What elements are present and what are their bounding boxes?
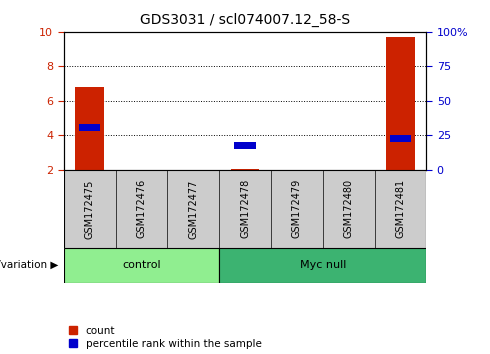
Bar xyxy=(75,87,104,170)
Text: GSM172476: GSM172476 xyxy=(136,179,147,239)
Bar xyxy=(64,248,219,283)
Bar xyxy=(390,135,411,142)
Legend: count, percentile rank within the sample: count, percentile rank within the sample xyxy=(69,326,262,349)
Bar xyxy=(219,248,426,283)
Text: GSM172478: GSM172478 xyxy=(240,179,250,239)
Title: GDS3031 / scl074007.12_58-S: GDS3031 / scl074007.12_58-S xyxy=(140,12,350,27)
Bar xyxy=(231,169,259,170)
Text: GSM172475: GSM172475 xyxy=(85,179,95,239)
Bar xyxy=(386,37,415,170)
Text: genotype/variation ▶: genotype/variation ▶ xyxy=(0,261,59,270)
Text: Myc null: Myc null xyxy=(299,261,346,270)
Text: GSM172479: GSM172479 xyxy=(292,179,302,239)
Bar xyxy=(234,142,256,149)
Text: GSM172477: GSM172477 xyxy=(188,179,198,239)
Bar xyxy=(79,124,100,131)
Text: GSM172480: GSM172480 xyxy=(343,179,354,239)
Text: control: control xyxy=(122,261,161,270)
Text: GSM172481: GSM172481 xyxy=(395,179,405,239)
